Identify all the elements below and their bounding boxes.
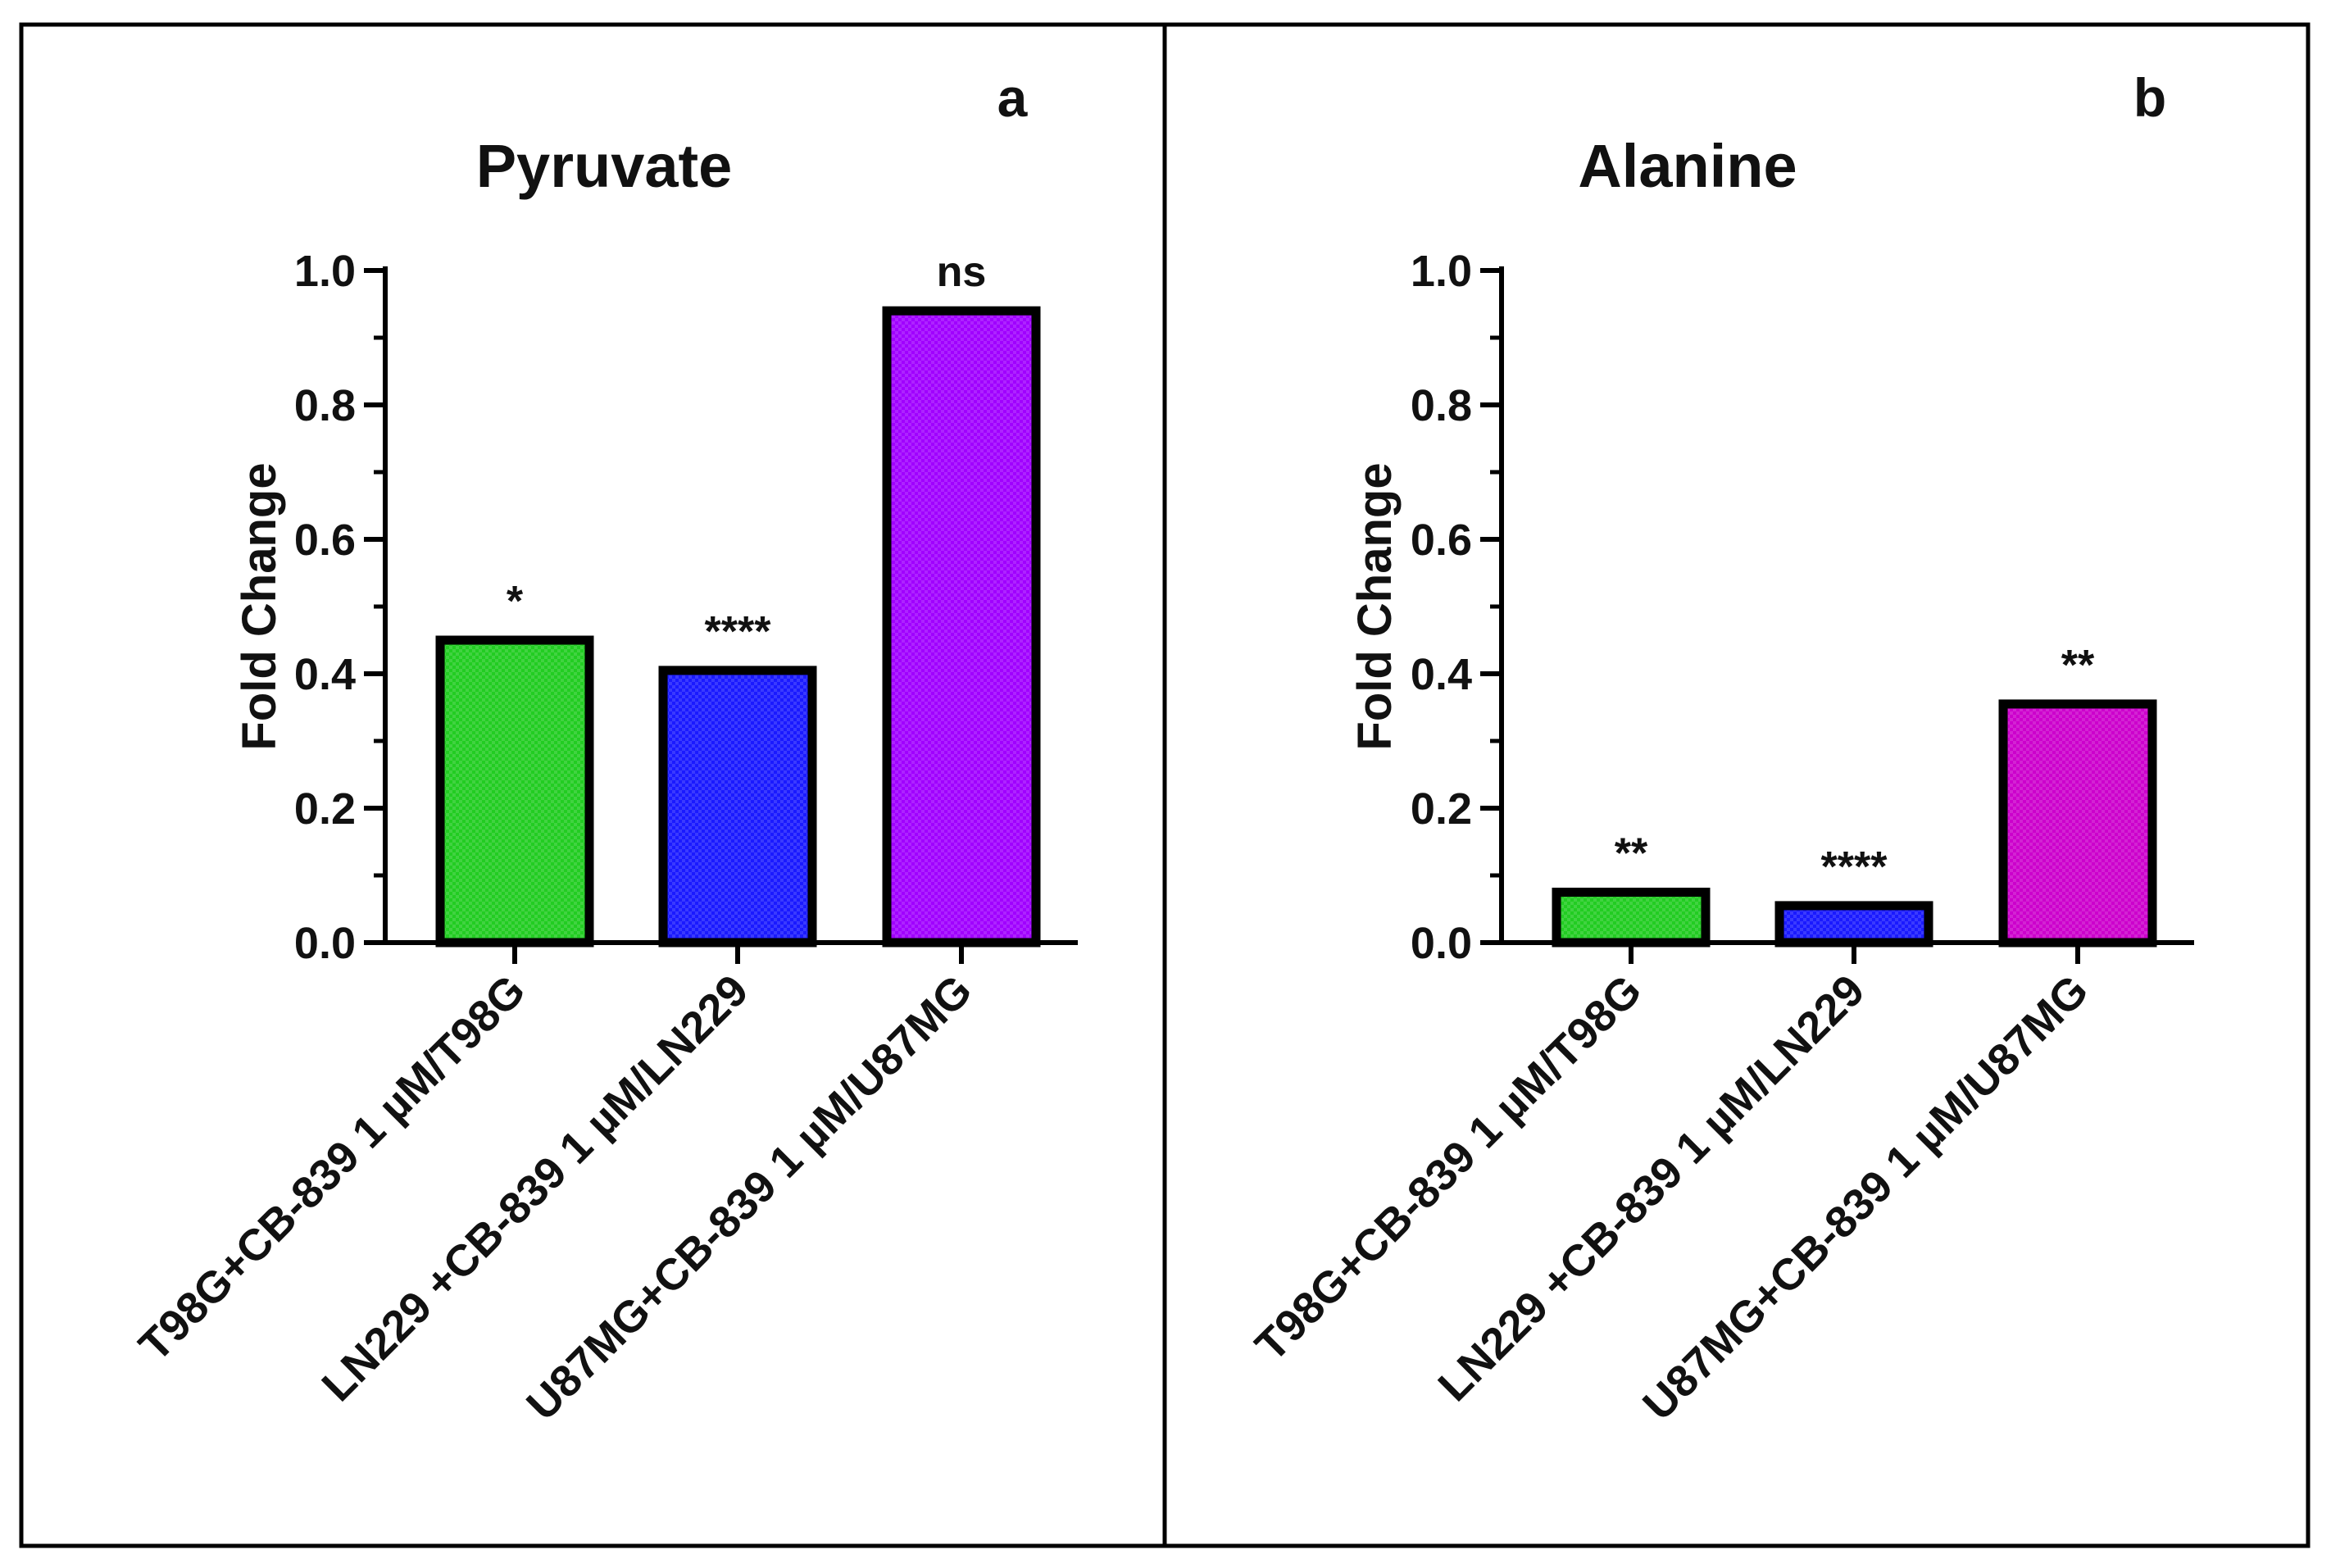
panel-a-y-tick-label: 0.8 <box>294 381 356 430</box>
panel-b-significance-3: ** <box>2061 642 2095 689</box>
panel-b-chart: b Alanine Fold Change 0.0 0.2 0.4 0.6 0.8 1.0… <box>1246 67 2194 1429</box>
panel-b-category-label-2: LN229 +CB-839 1 µM/LN229 <box>1429 966 1874 1411</box>
panel-a-y-tick-label: 0.2 <box>294 784 356 834</box>
panel-b-bar-1-texture <box>1561 897 1701 938</box>
panel-a-y-tick-label: 1.0 <box>294 247 356 296</box>
panel-b-category-label-3: U87MG+CB-839 1 µM/U87MG <box>1634 966 2097 1429</box>
panel-b-y-tick-label: 0.8 <box>1411 381 1472 430</box>
panel-a-significance-1: * <box>507 578 524 625</box>
panel-b-category-label-1: T98G+CB-839 1 µM/T98G <box>1246 966 1651 1370</box>
panel-a-y-tick-label: 0.6 <box>294 516 356 565</box>
panel-a-category-label-3: U87MG+CB-839 1 µM/U87MG <box>517 966 981 1429</box>
panel-a-y-tick-label: 0.0 <box>294 919 356 968</box>
panel-b-y-tick-label: 1.0 <box>1411 247 1472 296</box>
panel-a-bar-3-texture <box>892 316 1031 938</box>
panel-a-significance-3: ns <box>937 248 987 296</box>
panel-b-bar-3-texture <box>2008 708 2147 938</box>
panel-b-significance-1: ** <box>1615 830 1648 878</box>
panel-a-bar-1-texture <box>445 645 584 938</box>
panel-b-y-axis-label: Fold Change <box>1348 462 1402 750</box>
panel-a-category-label-2: LN229 +CB-839 1 µM/LN229 <box>312 966 757 1411</box>
panel-b-y-tick-label: 0.0 <box>1411 919 1472 968</box>
panel-a-y-ticks: 0.0 0.2 0.4 0.6 0.8 1.0 <box>294 247 385 968</box>
panel-a-y-tick-label: 0.4 <box>294 650 356 699</box>
panel-b-letter: b <box>2133 67 2166 128</box>
panel-a-bar-2-texture <box>668 675 807 938</box>
panel-b-significance-labels: ** ****** <box>1615 642 2095 891</box>
panel-b-bar-2-texture <box>1784 910 1924 938</box>
panel-a-y-axis-label: Fold Change <box>233 462 286 750</box>
panel-b-title: Alanine <box>1578 132 1797 200</box>
panel-a-significance-2: **** <box>705 608 772 656</box>
panel-b-significance-2: **** <box>1821 843 1888 891</box>
panel-b-y-tick-label: 0.4 <box>1411 650 1472 699</box>
panel-b-y-ticks: 0.0 0.2 0.4 0.6 0.8 1.0 <box>1411 247 1502 968</box>
panel-a-letter: a <box>997 67 1029 128</box>
panel-a-chart: a Pyruvate Fold Change 0.0 0.2 0.4 0.6 0.8 1.… <box>130 67 1078 1429</box>
panel-a-significance-labels: *****ns <box>507 248 986 656</box>
panel-b-bars <box>1552 699 2157 948</box>
panel-b-y-tick-label: 0.6 <box>1411 516 1472 565</box>
panel-b-y-tick-label: 0.2 <box>1411 784 1472 834</box>
panel-a-bars <box>435 306 1041 948</box>
panel-a-title: Pyruvate <box>476 132 733 200</box>
panel-b-frame <box>1162 22 2311 1548</box>
panel-a-category-label-1: T98G+CB-839 1 µM/T98G <box>130 966 534 1370</box>
